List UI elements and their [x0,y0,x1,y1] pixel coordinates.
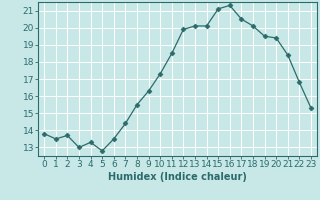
X-axis label: Humidex (Indice chaleur): Humidex (Indice chaleur) [108,172,247,182]
